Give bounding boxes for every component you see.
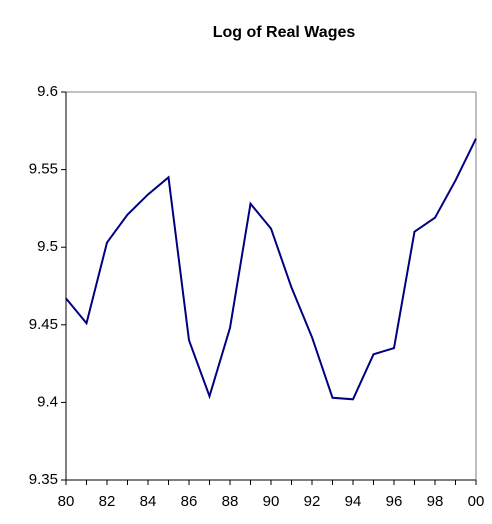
y-tick-label: 9.55 xyxy=(29,161,58,178)
line-series xyxy=(65,138,477,401)
chart-title: Log of Real Wages xyxy=(213,24,356,41)
x-tick-label: 84 xyxy=(140,493,157,510)
x-tick-label: 98 xyxy=(427,493,444,510)
x-tick-label: 96 xyxy=(386,493,403,510)
x-tick-label: 80 xyxy=(58,493,75,510)
y-tick-label: 9.45 xyxy=(29,316,58,333)
y-tick-label: 9.35 xyxy=(29,471,58,488)
x-tick-label: 86 xyxy=(181,493,198,510)
x-tick-label: 94 xyxy=(345,493,362,510)
y-tick-label: 9.5 xyxy=(37,238,58,255)
x-tick-label: 82 xyxy=(99,493,116,510)
x-tick-label: 92 xyxy=(304,493,321,510)
x-tick-label: 90 xyxy=(263,493,280,510)
x-tick-label: 88 xyxy=(222,493,239,510)
x-tick-label: 00 xyxy=(468,493,485,510)
y-tick-label: 9.6 xyxy=(37,83,58,100)
y-tick-label: 9.4 xyxy=(37,393,58,410)
